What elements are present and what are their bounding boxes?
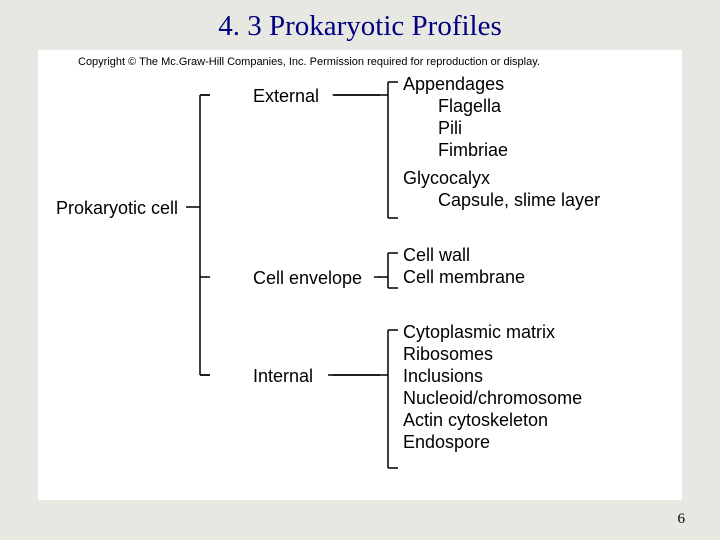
leaf-external-5: Capsule, slime layer [438,190,600,211]
branch-label-internal: Internal [253,366,313,387]
leaf-internal-2: Inclusions [403,366,483,387]
leaf-internal-3: Nucleoid/chromosome [403,388,582,409]
leaf-internal-5: Endospore [403,432,490,453]
leaf-external-0: Appendages [403,74,504,95]
page-number: 6 [678,511,686,528]
root-label: Prokaryotic cell [56,198,178,219]
leaf-internal-1: Ribosomes [403,344,493,365]
leaf-external-4: Glycocalyx [403,168,490,189]
leaf-external-2: Pili [438,118,462,139]
leaf-external-3: Fimbriae [438,140,508,161]
leaf-external-1: Flagella [438,96,501,117]
figure-panel: Copyright © The Mc.Graw-Hill Companies, … [38,50,682,500]
slide-title: 4. 3 Prokaryotic Profiles [0,0,720,43]
leaf-internal-4: Actin cytoskeleton [403,410,548,431]
branch-label-external: External [253,86,319,107]
branch-label-cell_envelope: Cell envelope [253,268,362,289]
leaf-cell_envelope-1: Cell membrane [403,267,525,288]
leaf-cell_envelope-0: Cell wall [403,245,470,266]
leaf-internal-0: Cytoplasmic matrix [403,322,555,343]
